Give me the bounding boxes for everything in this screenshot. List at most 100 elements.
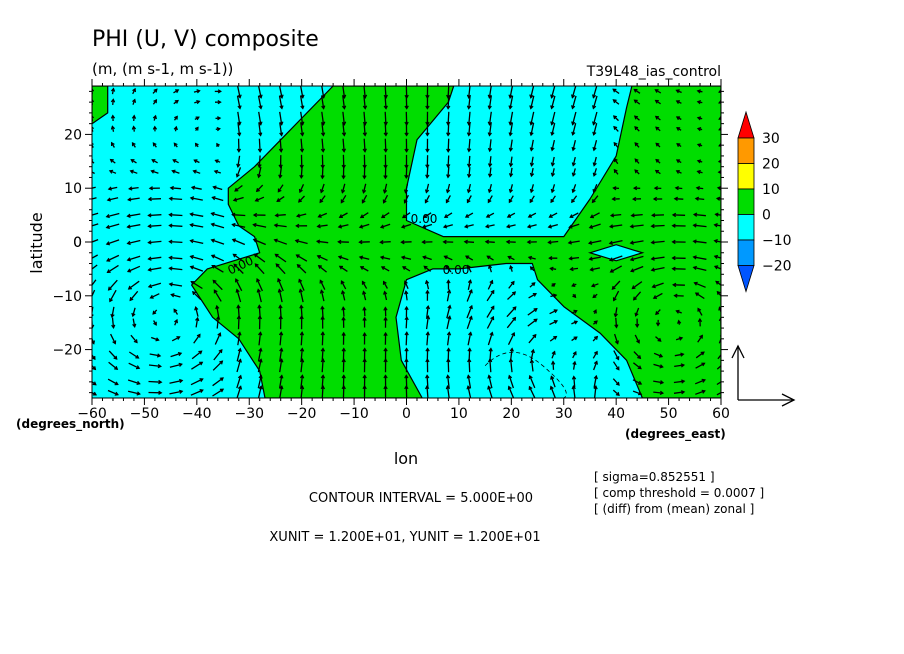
wind-vector bbox=[551, 283, 556, 288]
wind-vector bbox=[487, 195, 493, 204]
wind-vector bbox=[108, 361, 119, 371]
wind-vector bbox=[676, 143, 682, 148]
x-tick-label: 20 bbox=[502, 406, 520, 422]
wind-vector bbox=[487, 139, 493, 153]
wind-vector bbox=[655, 309, 661, 316]
wind-vector bbox=[403, 194, 409, 204]
wind-vector bbox=[132, 98, 137, 105]
wind-vector bbox=[255, 184, 264, 193]
wind-vector bbox=[168, 223, 183, 228]
wind-vector bbox=[210, 211, 225, 218]
wind-vector bbox=[277, 277, 284, 292]
wind-vector bbox=[321, 95, 326, 110]
wind-vector bbox=[169, 389, 184, 395]
wind-vector bbox=[317, 264, 328, 273]
wind-vector bbox=[424, 183, 430, 194]
colorbar-segment bbox=[737, 214, 755, 241]
wind-vector bbox=[634, 142, 640, 148]
wind-vector bbox=[361, 280, 368, 289]
wind-vector bbox=[213, 289, 222, 302]
wind-vector bbox=[404, 111, 409, 126]
wind-vector bbox=[694, 378, 706, 385]
wind-vector bbox=[173, 125, 178, 132]
wind-vector bbox=[692, 239, 707, 244]
wind-vector bbox=[696, 100, 703, 105]
wind-vector bbox=[592, 320, 598, 325]
wind-vector bbox=[362, 138, 367, 153]
wind-vector bbox=[110, 333, 117, 345]
wind-vector bbox=[92, 381, 97, 386]
wind-vector bbox=[235, 167, 242, 178]
wind-vector bbox=[191, 350, 203, 360]
wind-vector bbox=[527, 212, 537, 218]
wind-vector bbox=[716, 290, 721, 297]
y-tick-label: −20 bbox=[52, 343, 82, 359]
wind-vector bbox=[383, 347, 388, 362]
y-tick-label: 0 bbox=[73, 235, 82, 251]
wind-vector bbox=[299, 347, 305, 362]
wind-vector bbox=[320, 347, 326, 362]
x-tick-label: −50 bbox=[130, 406, 160, 422]
wind-vector bbox=[550, 122, 556, 137]
wind-vector bbox=[147, 267, 162, 272]
wind-vector bbox=[400, 239, 412, 245]
wind-vector bbox=[300, 122, 305, 137]
wind-vector bbox=[109, 158, 116, 164]
wind-vector bbox=[236, 138, 242, 153]
wind-vector bbox=[362, 332, 367, 345]
wind-vector bbox=[320, 305, 325, 318]
wind-vector bbox=[611, 196, 620, 202]
wind-vector bbox=[252, 238, 266, 246]
wind-vector bbox=[488, 347, 493, 362]
wind-vector bbox=[362, 111, 368, 126]
wind-vector bbox=[633, 88, 641, 94]
wind-vector bbox=[132, 87, 136, 95]
wind-vector bbox=[170, 293, 181, 298]
wind-vector bbox=[487, 86, 492, 99]
wind-vector bbox=[507, 385, 515, 398]
wind-vector bbox=[148, 390, 163, 395]
wind-vector bbox=[715, 280, 721, 286]
wind-vector bbox=[528, 374, 536, 389]
wind-vector bbox=[236, 304, 241, 319]
wind-vector bbox=[425, 166, 430, 179]
wind-vector bbox=[231, 222, 246, 228]
colorbar-label: −10 bbox=[762, 233, 792, 249]
wind-vector bbox=[236, 385, 243, 398]
wind-vector bbox=[446, 304, 452, 319]
wind-vector bbox=[446, 86, 451, 100]
wind-vector bbox=[110, 306, 115, 319]
wind-vector bbox=[152, 142, 157, 148]
wind-vector bbox=[168, 196, 183, 201]
wind-vector bbox=[529, 184, 535, 194]
wind-vector bbox=[341, 122, 347, 137]
wind-vector bbox=[713, 265, 721, 270]
wind-vector bbox=[425, 289, 430, 301]
colorbar-segment bbox=[737, 188, 755, 215]
wind-vector bbox=[278, 95, 284, 110]
wind-vector bbox=[612, 186, 620, 191]
wind-vector bbox=[189, 265, 204, 272]
wind-vector bbox=[716, 364, 721, 370]
wind-vector bbox=[278, 374, 284, 389]
wind-vector bbox=[194, 142, 199, 148]
x-tick-label: −30 bbox=[234, 406, 264, 422]
wind-vector bbox=[278, 166, 283, 179]
wind-vector bbox=[341, 316, 346, 328]
wind-vector bbox=[171, 169, 180, 174]
wind-vector bbox=[718, 99, 721, 104]
wind-vector bbox=[527, 308, 538, 316]
wind-vector bbox=[404, 331, 409, 346]
wind-vector bbox=[213, 169, 221, 174]
x-tick-label: −40 bbox=[182, 406, 212, 422]
wind-vector bbox=[279, 347, 284, 362]
wind-vector bbox=[212, 377, 224, 387]
wind-vector bbox=[278, 304, 283, 319]
wind-vector bbox=[274, 213, 286, 218]
wind-vector bbox=[129, 290, 139, 302]
wind-vector bbox=[383, 154, 388, 169]
wind-vector bbox=[528, 293, 538, 299]
wind-vector bbox=[547, 223, 558, 229]
wind-vector bbox=[549, 335, 558, 342]
